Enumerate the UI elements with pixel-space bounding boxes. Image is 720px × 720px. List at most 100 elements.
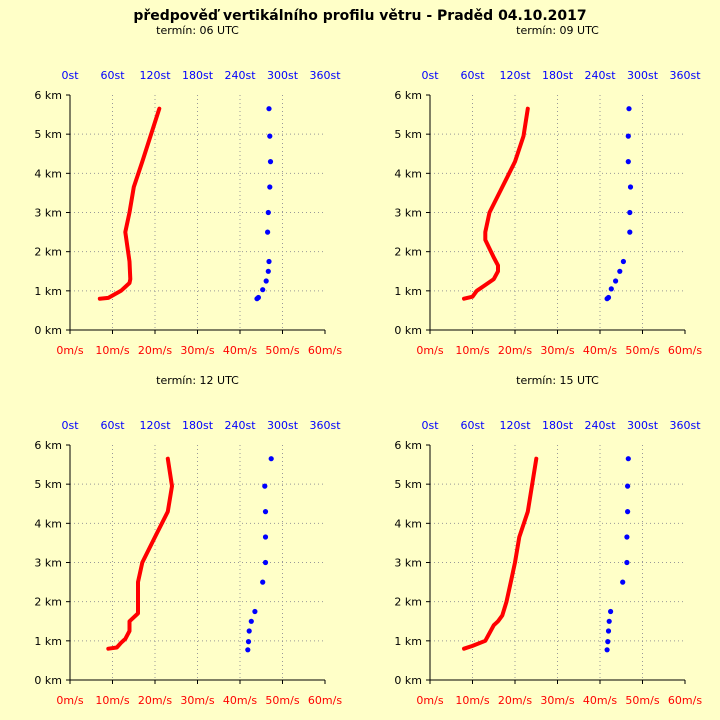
direction-tick-label: 240st (224, 419, 256, 432)
speed-tick-label: 30m/s (180, 344, 214, 357)
direction-point (245, 647, 251, 653)
direction-tick-label: 120st (499, 419, 531, 432)
direction-point (267, 133, 273, 139)
direction-point (625, 456, 631, 462)
y-tick-label: 2 km (394, 596, 422, 609)
speed-tick-label: 30m/s (180, 694, 214, 707)
panel-title: termín: 06 UTC (156, 24, 239, 37)
y-tick-label: 5 km (34, 478, 62, 491)
speed-tick-label: 60m/s (668, 694, 702, 707)
direction-point (245, 639, 252, 645)
speed-tick-label: 60m/s (308, 344, 342, 357)
y-tick-label: 0 km (34, 324, 62, 337)
speed-tick-label: 0m/s (56, 694, 83, 707)
y-tick-label: 4 km (34, 167, 62, 180)
y-tick-label: 0 km (34, 674, 62, 687)
direction-tick-label: 0st (421, 419, 439, 432)
direction-tick-label: 60st (100, 69, 125, 82)
direction-tick-label: 360st (309, 69, 341, 82)
main-title: předpověď vertikálního profilu větru - P… (133, 8, 587, 24)
direction-point (625, 483, 631, 489)
speed-tick-label: 0m/s (56, 344, 83, 357)
speed-series-line (462, 456, 539, 651)
direction-point (626, 106, 632, 112)
y-tick-label: 4 km (34, 517, 62, 530)
direction-point (248, 618, 254, 624)
direction-point (252, 608, 258, 615)
direction-tick-label: 0st (421, 69, 439, 82)
speed-tick-label: 20m/s (498, 344, 532, 357)
direction-point (624, 534, 630, 540)
direction-point (262, 559, 269, 566)
y-tick-label: 1 km (394, 285, 422, 298)
y-tick-label: 6 km (34, 439, 62, 452)
direction-point (608, 608, 614, 615)
direction-point (268, 456, 274, 462)
direction-point (627, 209, 633, 216)
panel-title: termín: 15 UTC (516, 374, 599, 387)
speed-series-line (106, 456, 174, 651)
speed-tick-label: 10m/s (455, 694, 489, 707)
direction-tick-label: 60st (460, 69, 485, 82)
y-tick-label: 5 km (34, 128, 62, 141)
direction-point (246, 628, 252, 634)
speed-tick-label: 40m/s (223, 344, 257, 357)
direction-point (605, 294, 612, 301)
direction-tick-label: 300st (627, 419, 659, 432)
direction-point (620, 579, 626, 585)
speed-tick-label: 0m/s (416, 694, 443, 707)
speed-series-line (462, 106, 530, 301)
direction-point (255, 294, 261, 301)
direction-point (265, 229, 271, 235)
y-tick-label: 3 km (34, 207, 62, 220)
y-tick-label: 4 km (394, 517, 422, 530)
y-tick-label: 6 km (394, 439, 422, 452)
direction-point (627, 184, 634, 190)
panel-title: termín: 09 UTC (516, 24, 599, 37)
y-tick-label: 4 km (394, 167, 422, 180)
speed-tick-label: 50m/s (625, 694, 659, 707)
y-tick-label: 2 km (394, 246, 422, 259)
y-tick-label: 1 km (34, 635, 62, 648)
speed-tick-label: 50m/s (265, 344, 299, 357)
direction-tick-label: 180st (182, 419, 214, 432)
direction-tick-label: 120st (139, 69, 171, 82)
direction-tick-label: 60st (460, 419, 485, 432)
direction-tick-label: 240st (224, 69, 256, 82)
direction-tick-label: 180st (542, 419, 574, 432)
direction-tick-label: 240st (584, 419, 616, 432)
chart-panel-2: termín: 09 UTC 0 km 1 km 2 km 3 km 4 km 5 km 6 … (394, 24, 702, 357)
direction-point (620, 258, 627, 265)
direction-tick-label: 300st (627, 69, 659, 82)
direction-tick-label: 0st (61, 419, 79, 432)
speed-series-line (97, 106, 162, 301)
direction-point (624, 559, 630, 566)
direction-point (617, 268, 623, 274)
direction-tick-label: 180st (542, 69, 574, 82)
speed-tick-label: 0m/s (416, 344, 443, 357)
chart-panel-1: termín: 06 UTC 0 km 1 km 2 km 3 km 4 km 5 km 6 … (34, 24, 342, 357)
direction-point (262, 509, 269, 515)
y-tick-label: 2 km (34, 596, 62, 609)
y-tick-label: 1 km (34, 285, 62, 298)
speed-tick-label: 10m/s (455, 344, 489, 357)
y-tick-label: 3 km (394, 557, 422, 570)
direction-point (627, 229, 633, 235)
direction-tick-label: 180st (182, 69, 214, 82)
direction-point (266, 258, 272, 265)
direction-point (267, 184, 273, 190)
speed-tick-label: 30m/s (540, 694, 574, 707)
direction-point (265, 209, 271, 216)
direction-tick-label: 300st (267, 419, 299, 432)
direction-point (605, 639, 611, 645)
direction-point (260, 579, 266, 585)
speed-tick-label: 10m/s (95, 344, 129, 357)
direction-point (265, 268, 271, 274)
speed-tick-label: 20m/s (498, 694, 532, 707)
direction-point (625, 133, 631, 139)
speed-tick-label: 50m/s (265, 694, 299, 707)
y-tick-label: 5 km (394, 128, 422, 141)
direction-point (625, 159, 631, 165)
direction-tick-label: 360st (669, 69, 701, 82)
